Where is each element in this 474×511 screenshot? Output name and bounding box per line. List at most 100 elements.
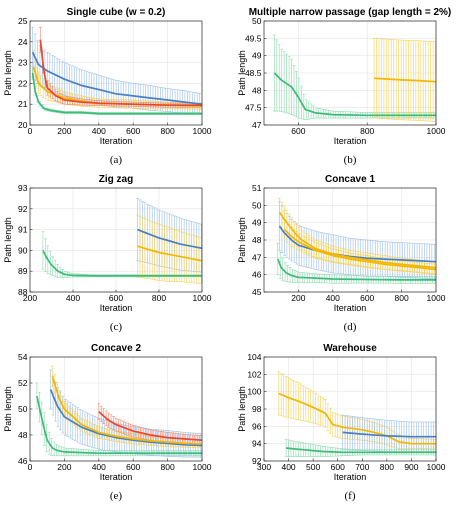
series-line-4 — [98, 410, 202, 442]
tick-labels: 200 400 600 800 1000 88 89 90 91 92 93 — [18, 183, 212, 303]
y-tick-label: 48 — [18, 430, 28, 440]
y-tick-label: 52 — [18, 378, 28, 388]
y-tick-label: 91 — [18, 225, 28, 235]
panel-3: 200 400 600 800 1000 88 89 90 91 92 93 Zig zag Itera… — [3, 174, 212, 333]
y-tick-label: 92 — [252, 456, 262, 466]
series-line-2 — [49, 389, 202, 447]
y-axis-label: Path length — [237, 386, 247, 432]
y-tick-label: 94 — [252, 439, 262, 449]
y-tick-label: 51 — [252, 183, 262, 193]
x-tick-label: 600 — [109, 293, 123, 303]
tick-labels: 200 400 600 800 1000 45 46 47 48 49 50 51 — [252, 183, 446, 303]
series-line-3 — [278, 211, 436, 269]
tick-labels: 300 400 500 600 700 800 900 1000 92 94 96 98 100 102 1… — [247, 352, 445, 472]
panel-title: Concave 1 — [325, 174, 375, 185]
panel-caption: (a) — [110, 154, 123, 166]
y-tick-label: 45 — [252, 287, 262, 297]
x-tick-label: 1000 — [427, 293, 446, 303]
tick-labels: 0 200 400 600 800 1000 20 21 22 23 24 25 — [18, 16, 212, 136]
x-tick-label: 200 — [291, 293, 305, 303]
y-tick-label: 50 — [252, 200, 262, 210]
series-line-3 — [51, 376, 202, 445]
x-axis-label: Iteration — [100, 472, 133, 482]
y-tick-label: 47.5 — [245, 103, 262, 113]
y-tick-label: 92 — [18, 204, 28, 214]
plot-series — [31, 26, 202, 115]
plot-series — [272, 34, 436, 122]
panel-1: 0 200 400 600 800 1000 20 21 22 23 24 25 Single cube… — [3, 7, 212, 166]
x-tick-label: 600 — [126, 126, 140, 136]
x-tick-label: 400 — [92, 126, 106, 136]
x-tick-label: 600 — [331, 462, 345, 472]
x-tick-label: 1000 — [193, 293, 212, 303]
x-tick-label: 500 — [306, 462, 320, 472]
x-tick-label: 700 — [355, 462, 369, 472]
y-tick-label: 88 — [18, 287, 28, 297]
x-tick-label: 1000 — [427, 462, 446, 472]
x-axis-label: Iteration — [334, 136, 367, 146]
panel-caption: (e) — [110, 490, 123, 502]
tick-labels: 0 200 400 600 800 1000 46 48 50 52 54 — [18, 352, 212, 472]
panel-title: Concave 2 — [91, 343, 141, 354]
series-line-2 — [31, 51, 202, 106]
y-tick-label: 25 — [18, 16, 28, 26]
x-tick-label: 800 — [152, 293, 166, 303]
y-tick-label: 48 — [252, 235, 262, 245]
panel-title: Multiple narrow passage (gap length = 2%… — [249, 7, 452, 18]
series-line-1 — [278, 392, 436, 445]
panel-caption: (d) — [344, 321, 357, 333]
x-tick-label: 0 — [28, 462, 33, 472]
y-tick-label: 49 — [252, 51, 262, 61]
y-tick-label: 93 — [18, 183, 28, 193]
series-line-1 — [36, 395, 202, 455]
y-tick-label: 47 — [252, 252, 262, 262]
x-tick-label: 400 — [326, 293, 340, 303]
x-tick-label: 800 — [360, 126, 374, 136]
series-line-3 — [285, 447, 436, 454]
plot-background — [30, 21, 202, 125]
x-tick-label: 800 — [395, 293, 409, 303]
series-line-4 — [39, 39, 202, 107]
y-tick-label: 47 — [252, 120, 262, 130]
y-tick-label: 46 — [252, 270, 262, 280]
x-tick-label: 1000 — [193, 126, 212, 136]
plot-series — [276, 198, 436, 284]
x-tick-label: 400 — [92, 462, 106, 472]
series-line-2 — [137, 228, 202, 250]
panel-title: Zig zag — [99, 174, 133, 185]
x-tick-label: 800 — [161, 462, 175, 472]
series-line-1 — [42, 250, 202, 277]
y-axis-label: Path length — [3, 217, 13, 263]
y-tick-label: 21 — [18, 99, 28, 109]
x-tick-label: 600 — [126, 462, 140, 472]
panel-caption: (c) — [110, 321, 123, 333]
y-tick-label: 49 — [252, 218, 262, 228]
y-axis-label: Path length — [3, 386, 13, 432]
y-tick-label: 49.5 — [245, 33, 262, 43]
series-line-1 — [273, 72, 436, 117]
x-axis-label: Iteration — [334, 472, 367, 482]
plot-series — [277, 371, 436, 457]
x-tick-label: 900 — [404, 462, 418, 472]
y-tick-label: 89 — [18, 266, 28, 276]
x-tick-label: 0 — [28, 126, 33, 136]
y-tick-label: 20 — [18, 120, 28, 130]
x-axis-label: Iteration — [334, 303, 367, 313]
y-tick-label: 90 — [18, 245, 28, 255]
y-tick-label: 22 — [18, 78, 28, 88]
x-tick-label: 200 — [57, 126, 71, 136]
plot-series — [41, 198, 202, 284]
series-line-3 — [137, 245, 202, 262]
y-tick-label: 50 — [18, 404, 28, 414]
tick-labels: 600 800 1000 47 47.5 48 48.5 49 49.5 50 — [245, 16, 446, 136]
y-tick-label: 23 — [18, 58, 28, 68]
y-axis-label: Path length — [237, 217, 247, 263]
y-axis-label: Path length — [237, 50, 247, 96]
panel-title: Warehouse — [323, 343, 377, 354]
y-tick-label: 48.5 — [245, 68, 262, 78]
x-tick-label: 200 — [23, 293, 37, 303]
y-tick-label: 46 — [18, 456, 28, 466]
panel-4: 200 400 600 800 1000 45 46 47 48 49 50 51 Concave 1 I… — [237, 174, 446, 333]
series-line-2 — [342, 431, 436, 438]
